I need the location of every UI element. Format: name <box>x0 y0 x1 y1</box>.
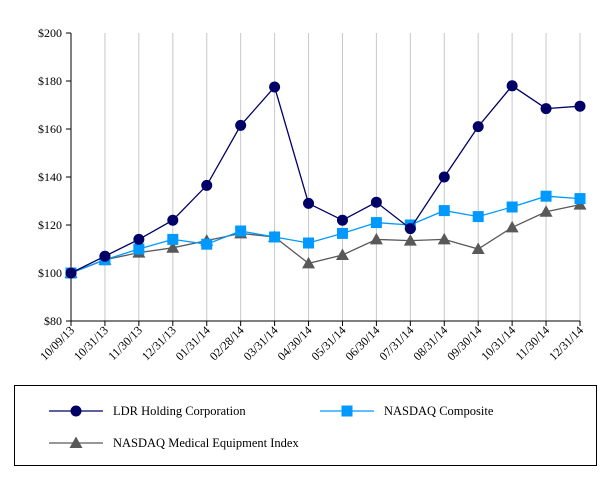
series-1 <box>65 190 586 279</box>
series-2-point-9 <box>369 232 383 245</box>
series-0-point-9 <box>370 196 382 208</box>
series-0-point-0 <box>65 267 77 279</box>
x-tick-label-9: 06/30/14 <box>342 323 382 363</box>
x-tick-label-1: 10/31/13 <box>71 323 111 363</box>
x-tick-label-11: 08/31/14 <box>410 323 450 363</box>
series-1-point-9 <box>370 217 382 229</box>
series-1-point-14 <box>540 190 552 202</box>
series-2-point-14 <box>539 205 553 217</box>
x-tick-label-15: 12/31/14 <box>546 323 586 363</box>
legend-marker-1 <box>341 405 353 417</box>
series-1-point-7 <box>303 237 315 249</box>
series-1-point-3 <box>167 233 179 245</box>
series-1-point-12 <box>472 211 484 223</box>
legend-marker-2 <box>69 436 83 448</box>
series-0-point-10 <box>404 223 416 235</box>
x-tick-label-14: 11/30/14 <box>512 323 552 363</box>
y-tick-label-160: $160 <box>38 122 62 136</box>
series-0 <box>65 80 586 279</box>
series-line-0 <box>70 84 581 274</box>
y-tick-label-200: $200 <box>38 26 62 40</box>
x-tick-label-6: 03/31/14 <box>241 323 281 363</box>
series-2-point-13 <box>505 220 519 233</box>
x-tick-label-12: 09/30/14 <box>444 323 484 363</box>
series-2-point-12 <box>471 242 485 254</box>
legend-label-ldr: LDR Holding Corporation <box>113 403 246 418</box>
series-line-2 <box>70 203 581 274</box>
x-tick-label-10: 07/31/14 <box>376 323 416 363</box>
series-0-point-12 <box>472 121 484 133</box>
legend-swatch-nasdaq-medical <box>49 436 103 448</box>
chart-series <box>64 80 587 279</box>
series-1-point-11 <box>438 205 450 217</box>
chart-axes: $80$100$120$140$160$180$20010/09/1310/31… <box>37 26 586 363</box>
y-tick-label-140: $140 <box>38 170 62 184</box>
line-chart: $80$100$120$140$160$180$20010/09/1310/31… <box>37 26 587 363</box>
legend-marker-0 <box>70 405 82 417</box>
y-tick-label-100: $100 <box>38 266 62 280</box>
x-tick-label-4: 01/31/14 <box>173 323 213 363</box>
y-tick-label-180: $180 <box>38 74 62 88</box>
series-1-point-6 <box>269 231 281 243</box>
series-0-point-2 <box>133 233 145 245</box>
series-0-point-8 <box>336 214 348 226</box>
series-0-point-1 <box>99 250 111 262</box>
series-2-point-8 <box>335 248 349 260</box>
series-1-point-5 <box>235 225 247 237</box>
series-line-1 <box>70 195 581 274</box>
legend-swatch-nasdaq-composite <box>320 405 374 417</box>
series-1-point-13 <box>506 201 518 213</box>
series-0-point-11 <box>438 171 450 183</box>
series-0-point-14 <box>540 103 552 115</box>
series-2-point-11 <box>437 232 451 245</box>
legend-swatch-ldr <box>49 405 103 417</box>
chart-grid <box>104 33 581 321</box>
y-tick-label-80: $80 <box>44 314 62 328</box>
series-1-point-2 <box>133 243 145 255</box>
series-1-point-15 <box>574 193 586 205</box>
x-tick-label-8: 05/31/14 <box>309 323 349 363</box>
legend-label-nasdaq-composite: NASDAQ Composite <box>384 403 494 418</box>
legend-entry-nasdaq-medical: NASDAQ Medical Equipment Index <box>47 433 299 453</box>
series-0-point-3 <box>167 214 179 226</box>
y-tick-label-120: $120 <box>38 218 62 232</box>
series-2-point-3 <box>166 241 180 253</box>
x-tick-label-13: 10/31/14 <box>478 323 518 363</box>
x-tick-label-2: 11/30/13 <box>105 323 145 363</box>
legend-entry-nasdaq-composite: NASDAQ Composite <box>318 401 493 421</box>
series-0-point-4 <box>201 179 213 191</box>
series-2-point-10 <box>403 234 417 246</box>
x-tick-label-0: 10/09/13 <box>37 323 77 363</box>
series-0-point-5 <box>235 119 247 131</box>
series-0-point-15 <box>574 100 586 112</box>
chart-legend: LDR Holding Corporation NASDAQ Composite… <box>14 385 597 466</box>
series-0-point-6 <box>269 81 281 93</box>
series-1-point-4 <box>201 238 213 250</box>
x-tick-label-5: 02/28/14 <box>207 323 247 363</box>
series-0-point-13 <box>506 80 518 92</box>
legend-entry-ldr: LDR Holding Corporation <box>47 401 246 421</box>
series-0-point-7 <box>303 197 315 209</box>
series-2-point-7 <box>302 256 316 269</box>
legend-label-nasdaq-medical: NASDAQ Medical Equipment Index <box>113 435 299 450</box>
x-tick-label-7: 04/30/14 <box>275 323 315 363</box>
series-1-point-8 <box>336 227 348 239</box>
x-tick-label-3: 12/31/13 <box>139 323 179 363</box>
